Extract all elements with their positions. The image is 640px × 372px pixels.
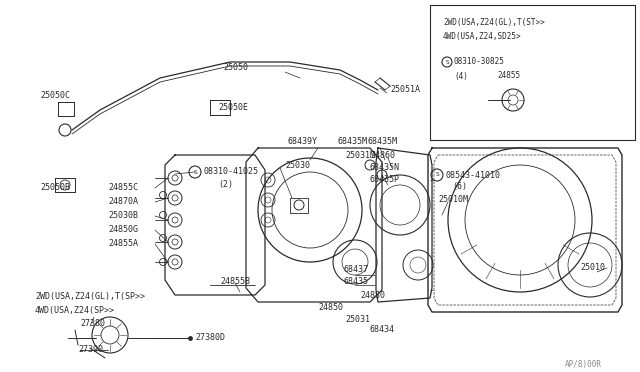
Text: 25030: 25030 [285,160,310,170]
Text: 25050B: 25050B [40,183,70,192]
Text: 2WD(USA,Z24(GL),T(SP>>: 2WD(USA,Z24(GL),T(SP>> [35,292,145,301]
Text: 68437: 68437 [344,266,369,275]
Text: S: S [445,60,449,64]
Text: 24880: 24880 [360,291,385,299]
Text: 4WD(USA,Z24,SD25>: 4WD(USA,Z24,SD25> [443,32,522,42]
Text: 25031M: 25031M [345,151,375,160]
Text: (2): (2) [218,180,233,189]
Text: 24855: 24855 [497,71,520,80]
Text: 68435M: 68435M [368,138,398,147]
Text: 68439Y: 68439Y [287,138,317,147]
Text: 2WD(USA,Z24(GL),T(ST>>: 2WD(USA,Z24(GL),T(ST>> [443,17,545,26]
Text: 27380D: 27380D [195,334,225,343]
Text: 68435N: 68435N [370,163,400,171]
Text: 68435P: 68435P [370,174,400,183]
Text: (4): (4) [454,71,468,80]
Text: S: S [193,170,197,174]
Text: 24860: 24860 [370,151,395,160]
Text: 25031: 25031 [345,315,370,324]
Text: 24855C: 24855C [108,183,138,192]
Text: 27390: 27390 [78,346,103,355]
Text: 68434: 68434 [370,326,395,334]
Text: 24855A: 24855A [108,240,138,248]
Text: 4WD(USA,Z24(SP>>: 4WD(USA,Z24(SP>> [35,305,115,314]
Text: 25010M: 25010M [438,196,468,205]
Text: 08543-41010: 08543-41010 [445,170,500,180]
Text: 25051A: 25051A [390,86,420,94]
Text: 25050C: 25050C [40,90,70,99]
Text: 68435M: 68435M [338,138,368,147]
Text: 25050E: 25050E [218,103,248,112]
Text: 24850G: 24850G [108,225,138,234]
Text: 27380: 27380 [80,318,105,327]
Text: 68435: 68435 [344,278,369,286]
Text: (6): (6) [452,183,467,192]
Text: 08310-41025: 08310-41025 [204,167,259,176]
Text: AP/8)00R: AP/8)00R [565,360,602,369]
Text: S: S [435,173,439,177]
Text: 24870A: 24870A [108,198,138,206]
Text: 25030B: 25030B [108,212,138,221]
Text: 25050: 25050 [223,62,248,71]
Text: 24855B: 24855B [220,278,250,286]
Text: 08310-30825: 08310-30825 [454,58,505,67]
Text: 24850: 24850 [318,304,343,312]
Text: 25010: 25010 [580,263,605,273]
